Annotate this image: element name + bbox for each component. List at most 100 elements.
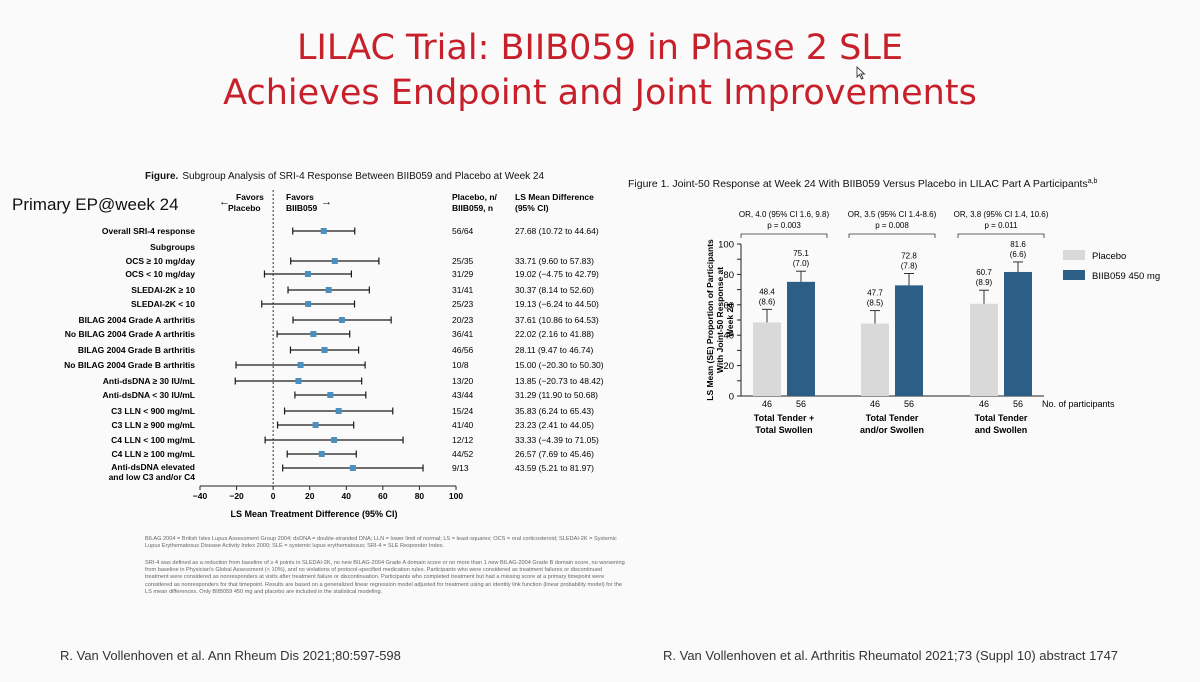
forest-row-ci: 26.57 (7.69 to 45.46) xyxy=(515,449,594,459)
forest-row-ci: 33.71 (9.60 to 57.83) xyxy=(515,256,594,266)
bar-category-label: Total Swollen xyxy=(755,425,812,435)
forest-row-label: No BILAG 2004 Grade A arthritis xyxy=(65,329,195,339)
forest-row-label: Overall SRI-4 response xyxy=(102,226,195,236)
forest-row-n: 31/29 xyxy=(452,269,474,279)
forest-row-label: C4 LLN < 100 mg/mL xyxy=(111,435,195,445)
bar-y-tick-label: 40 xyxy=(723,331,734,342)
bar-y-tick-label: 20 xyxy=(723,361,734,372)
forest-row-n: 10/8 xyxy=(452,360,469,370)
forest-row-n: 20/23 xyxy=(452,315,474,325)
legend-swatch xyxy=(1063,270,1085,280)
forest-row: OCS ≥ 10 mg/day 25/35 33.71 (9.60 to 57.83… xyxy=(126,256,594,266)
citation-right: R. Van Vollenhoven et al. Arthritis Rheu… xyxy=(663,648,1119,663)
forest-x-axis: −40 −20 0 20 40 60 80 100 LS Mean Treatment Diff… xyxy=(193,485,463,519)
forest-x-tick-label: 40 xyxy=(342,491,352,501)
bar-se-label: (8.5) xyxy=(867,299,884,308)
forest-row-n: 44/52 xyxy=(452,449,474,459)
forest-row: C3 LLN < 900 mg/mL 15/24 35.83 (6.24 to 65… xyxy=(111,406,594,416)
forest-row-ci: 30.37 (8.14 to 52.60) xyxy=(515,285,594,295)
forest-row-label: Anti-dsDNA ≥ 30 IU/mL xyxy=(103,376,195,386)
forest-row-label: No BILAG 2004 Grade B arthritis xyxy=(64,360,195,370)
bar-biib059 xyxy=(787,281,815,396)
forest-row-label: C3 LLN < 900 mg/mL xyxy=(111,406,195,416)
bar-value-label: 47.7 xyxy=(867,289,883,298)
forest-figure-title: Figure. Subgroup Analysis of SRI-4 Respon… xyxy=(145,171,544,182)
forest-row-label: OCS < 10 mg/day xyxy=(125,269,195,279)
bar-biib059 xyxy=(1004,271,1032,396)
favors-placebo-label-1: Favors xyxy=(236,192,264,202)
bar-n-label: 46 xyxy=(762,399,772,409)
forest-row-label: C4 LLN ≥ 100 mg/mL xyxy=(111,449,195,459)
bar-or-label: OR, 3.8 (95% CI 1.4, 10.6) xyxy=(954,210,1049,219)
bar-se-label: (7.0) xyxy=(793,259,810,268)
forest-row-n: 46/56 xyxy=(452,345,474,355)
forest-point xyxy=(338,317,345,323)
bar-value-label: 81.6 xyxy=(1010,240,1026,249)
mouse-cursor-icon xyxy=(856,66,866,80)
bar-y-tick-label: 80 xyxy=(723,270,734,281)
bar-se-label: (6.6) xyxy=(1010,250,1027,259)
forest-row-ci: 31.29 (11.90 to 50.68) xyxy=(515,390,598,400)
bar-value-label: 72.8 xyxy=(901,251,917,260)
forest-row: OCS < 10 mg/day 31/29 19.02 (−4.75 to 42.7… xyxy=(125,269,599,279)
forest-row: Anti-dsDNA < 30 IU/mL 43/44 31.29 (11.90 t… xyxy=(103,390,599,400)
bar-chart-title-sup: a,b xyxy=(1088,178,1098,185)
forest-point xyxy=(331,258,338,264)
forest-row-label: BILAG 2004 Grade B arthritis xyxy=(78,345,195,355)
bar-or-bracket xyxy=(957,233,1045,238)
bar-n-label: 56 xyxy=(1013,399,1023,409)
bar-placebo xyxy=(970,303,998,396)
forest-row-label: BILAG 2004 Grade A arthritis xyxy=(78,315,195,325)
forest-point xyxy=(327,392,334,398)
forest-footnote-definition: SRI-4 was defined as a reduction from ba… xyxy=(145,560,625,595)
forest-point xyxy=(331,437,338,443)
forest-row: BILAG 2004 Grade A arthritis 20/23 37.61 (… xyxy=(78,315,598,325)
forest-figure-label: Figure. xyxy=(145,171,179,182)
forest-figure-title-text: Subgroup Analysis of SRI-4 Response Betw… xyxy=(182,171,544,182)
forest-row: SLEDAI-2K ≥ 10 31/41 30.37 (8.14 to 52.60) xyxy=(131,285,594,295)
bar-placebo xyxy=(753,322,781,396)
forest-row-n: 25/35 xyxy=(452,256,474,266)
forest-point xyxy=(321,347,328,353)
forest-point xyxy=(335,408,342,414)
bar-n-label: 46 xyxy=(979,399,989,409)
arrow-left-icon: ← xyxy=(219,196,230,208)
bar-biib059 xyxy=(895,285,923,396)
subgroups-header: Subgroups xyxy=(150,242,195,252)
forest-point xyxy=(304,271,311,277)
forest-row-ci: 28.11 (9.47 to 46.74) xyxy=(515,345,593,355)
forest-row-n: 15/24 xyxy=(452,406,474,416)
forest-row-n: 25/23 xyxy=(452,299,474,309)
bar-n-label: 46 xyxy=(870,399,880,409)
bar-n-caption: No. of participants xyxy=(1042,399,1115,409)
forest-row-ci: 19.13 (−6.24 to 44.50) xyxy=(515,299,599,309)
forest-row: SLEDAI-2K < 10 25/23 19.13 (−6.24 to 44.50… xyxy=(131,299,599,309)
bar-se-label: (8.6) xyxy=(759,297,776,306)
forest-row-ci: 35.83 (6.24 to 65.43) xyxy=(515,406,594,416)
bar-group: OR, 4.0 (95% CI 1.6, 9.8) p = 0.003 48.4(8… xyxy=(739,210,830,435)
forest-row-n: 36/41 xyxy=(452,329,474,339)
forest-row-label: SLEDAI-2K < 10 xyxy=(131,299,195,309)
forest-row-n: 9/13 xyxy=(452,463,469,473)
forest-row-ci: 27.68 (10.72 to 44.64) xyxy=(515,226,599,236)
bar-n-label: 56 xyxy=(796,399,806,409)
forest-row-n: 13/20 xyxy=(452,376,474,386)
bar-y-label-line: LS Mean (SE) Proportion of Participants xyxy=(705,239,715,401)
forest-point xyxy=(325,287,332,293)
arrow-right-icon: → xyxy=(321,196,332,208)
bar-se-label: (8.9) xyxy=(976,278,993,287)
bar-value-label: 60.7 xyxy=(976,268,992,277)
forest-row-label: Anti-dsDNA < 30 IU/mL xyxy=(103,390,196,400)
primary-endpoint-label: Primary EP@week 24 xyxy=(12,195,179,214)
forest-row: No BILAG 2004 Grade B arthritis 10/8 15.00… xyxy=(64,360,604,370)
bar-value-label: 75.1 xyxy=(793,249,809,258)
forest-row-n: 41/40 xyxy=(452,420,474,430)
forest-x-tick-label: 20 xyxy=(305,491,315,501)
bar-placebo xyxy=(861,323,889,396)
forest-point xyxy=(320,228,327,234)
legend-swatch xyxy=(1063,250,1085,260)
col-n-header-1: Placebo, n/ xyxy=(452,192,498,202)
forest-point xyxy=(305,301,312,307)
